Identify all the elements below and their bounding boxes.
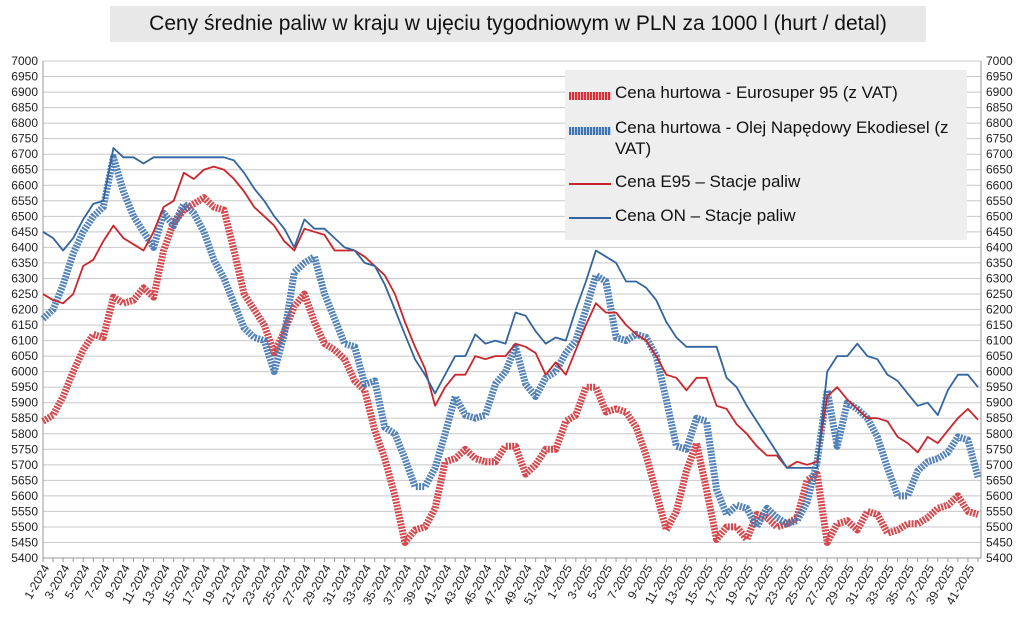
y-tick-label: 6900 — [986, 85, 1013, 99]
y-tick-label: 6100 — [11, 334, 38, 348]
y-tick-label: 5400 — [986, 551, 1013, 565]
series-line-on-retail — [42, 147, 979, 469]
y-tick-label: 6200 — [11, 303, 38, 317]
y-tick-label: 5900 — [11, 396, 38, 410]
y-tick-label: 6300 — [11, 271, 38, 285]
series-line-eurosuper-wholesale — [41, 194, 980, 546]
legend-label: Cena E95 – Stacje paliw — [615, 172, 801, 191]
y-tick-label: 6600 — [986, 178, 1013, 192]
y-tick-label: 6550 — [986, 194, 1013, 208]
y-tick-label: 5750 — [986, 442, 1013, 456]
y-tick-label: 6800 — [11, 116, 38, 130]
y-tick-label: 5450 — [986, 535, 1013, 549]
y-tick-label: 5950 — [11, 380, 38, 394]
y-tick-label: 6400 — [986, 240, 1013, 254]
y-tick-label: 6000 — [986, 365, 1013, 379]
y-tick-label: 6850 — [986, 101, 1013, 115]
legend-swatch — [569, 217, 611, 219]
y-tick-label: 6350 — [11, 256, 38, 270]
y-tick-label: 5850 — [11, 411, 38, 425]
y-tick-label: 6400 — [11, 240, 38, 254]
y-tick-label: 6700 — [986, 147, 1013, 161]
y-tick-label: 6950 — [986, 70, 1013, 84]
y-tick-label: 6950 — [11, 70, 38, 84]
y-tick-label: 5400 — [11, 551, 38, 565]
y-tick-label: 5600 — [11, 489, 38, 503]
y-tick-label: 5800 — [986, 427, 1013, 441]
y-tick-label: 5750 — [11, 442, 38, 456]
chart-title: Ceny średnie paliw w kraju w ujęciu tygo… — [110, 6, 926, 42]
y-tick-label: 6900 — [11, 85, 38, 99]
y-tick-label: 6500 — [11, 209, 38, 223]
y-tick-label: 6300 — [986, 271, 1013, 285]
legend-item-e95-retail: Cena E95 – Stacje paliw — [565, 171, 965, 192]
x-axis: 1-20243-20245-20247-20249-202411-202413-… — [22, 558, 979, 607]
legend-swatch — [569, 92, 611, 100]
y-tick-label: 6550 — [11, 194, 38, 208]
y-tick-label: 6450 — [986, 225, 1013, 239]
y-tick-label: 5450 — [11, 535, 38, 549]
y-tick-label: 6150 — [11, 318, 38, 332]
legend-label: Cena ON – Stacje paliw — [615, 206, 796, 225]
y-tick-label: 6850 — [11, 101, 38, 115]
y-tick-label: 6450 — [11, 225, 38, 239]
y-tick-label: 6750 — [986, 132, 1013, 146]
legend: Cena hurtowa - Eurosuper 95 (z VAT) Cena… — [565, 70, 967, 240]
y-tick-label: 5650 — [986, 473, 1013, 487]
y-tick-label: 5700 — [986, 458, 1013, 472]
legend-item-on-retail: Cena ON – Stacje paliw — [565, 205, 965, 226]
y-tick-label: 5600 — [986, 489, 1013, 503]
y-tick-label: 6700 — [11, 147, 38, 161]
y-tick-label: 5550 — [11, 504, 38, 518]
series-lines — [40, 147, 982, 546]
y-tick-label: 6350 — [986, 256, 1013, 270]
y-tick-label: 5500 — [11, 520, 38, 534]
y-tick-label: 7000 — [986, 54, 1013, 68]
legend-swatch — [569, 183, 611, 185]
legend-label: Cena hurtowa - Olej Napędowy Ekodiesel (… — [615, 118, 949, 158]
y-tick-label: 6200 — [986, 303, 1013, 317]
y-tick-label: 6000 — [11, 365, 38, 379]
y-tick-label: 6050 — [986, 349, 1013, 363]
y-tick-label: 6600 — [11, 178, 38, 192]
legend-label: Cena hurtowa - Eurosuper 95 (z VAT) — [615, 83, 898, 102]
y-tick-label: 6250 — [986, 287, 1013, 301]
y-tick-label: 6250 — [11, 287, 38, 301]
legend-swatch — [569, 127, 611, 135]
y-tick-label: 6650 — [986, 163, 1013, 177]
y-tick-label: 5650 — [11, 473, 38, 487]
y-tick-label: 5700 — [11, 458, 38, 472]
y-tick-label: 6100 — [986, 334, 1013, 348]
y-tick-label: 5500 — [986, 520, 1013, 534]
y-tick-label: 5900 — [986, 396, 1013, 410]
y-tick-label: 6050 — [11, 349, 38, 363]
y-tick-label: 7000 — [11, 54, 38, 68]
legend-item-diesel-wholesale: Cena hurtowa - Olej Napędowy Ekodiesel (… — [565, 117, 965, 159]
y-tick-label: 6150 — [986, 318, 1013, 332]
y-tick-label: 5550 — [986, 504, 1013, 518]
y-tick-label: 6650 — [11, 163, 38, 177]
y-tick-label: 6500 — [986, 209, 1013, 223]
legend-item-eurosuper-wholesale: Cena hurtowa - Eurosuper 95 (z VAT) — [565, 82, 965, 103]
y-tick-label: 6800 — [986, 116, 1013, 130]
series-line-e95-retail — [42, 165, 979, 469]
y-tick-label: 6750 — [11, 132, 38, 146]
gridlines — [42, 60, 982, 559]
y-tick-label: 5950 — [986, 380, 1013, 394]
y-tick-label: 5850 — [986, 411, 1013, 425]
y-tick-label: 5800 — [11, 427, 38, 441]
